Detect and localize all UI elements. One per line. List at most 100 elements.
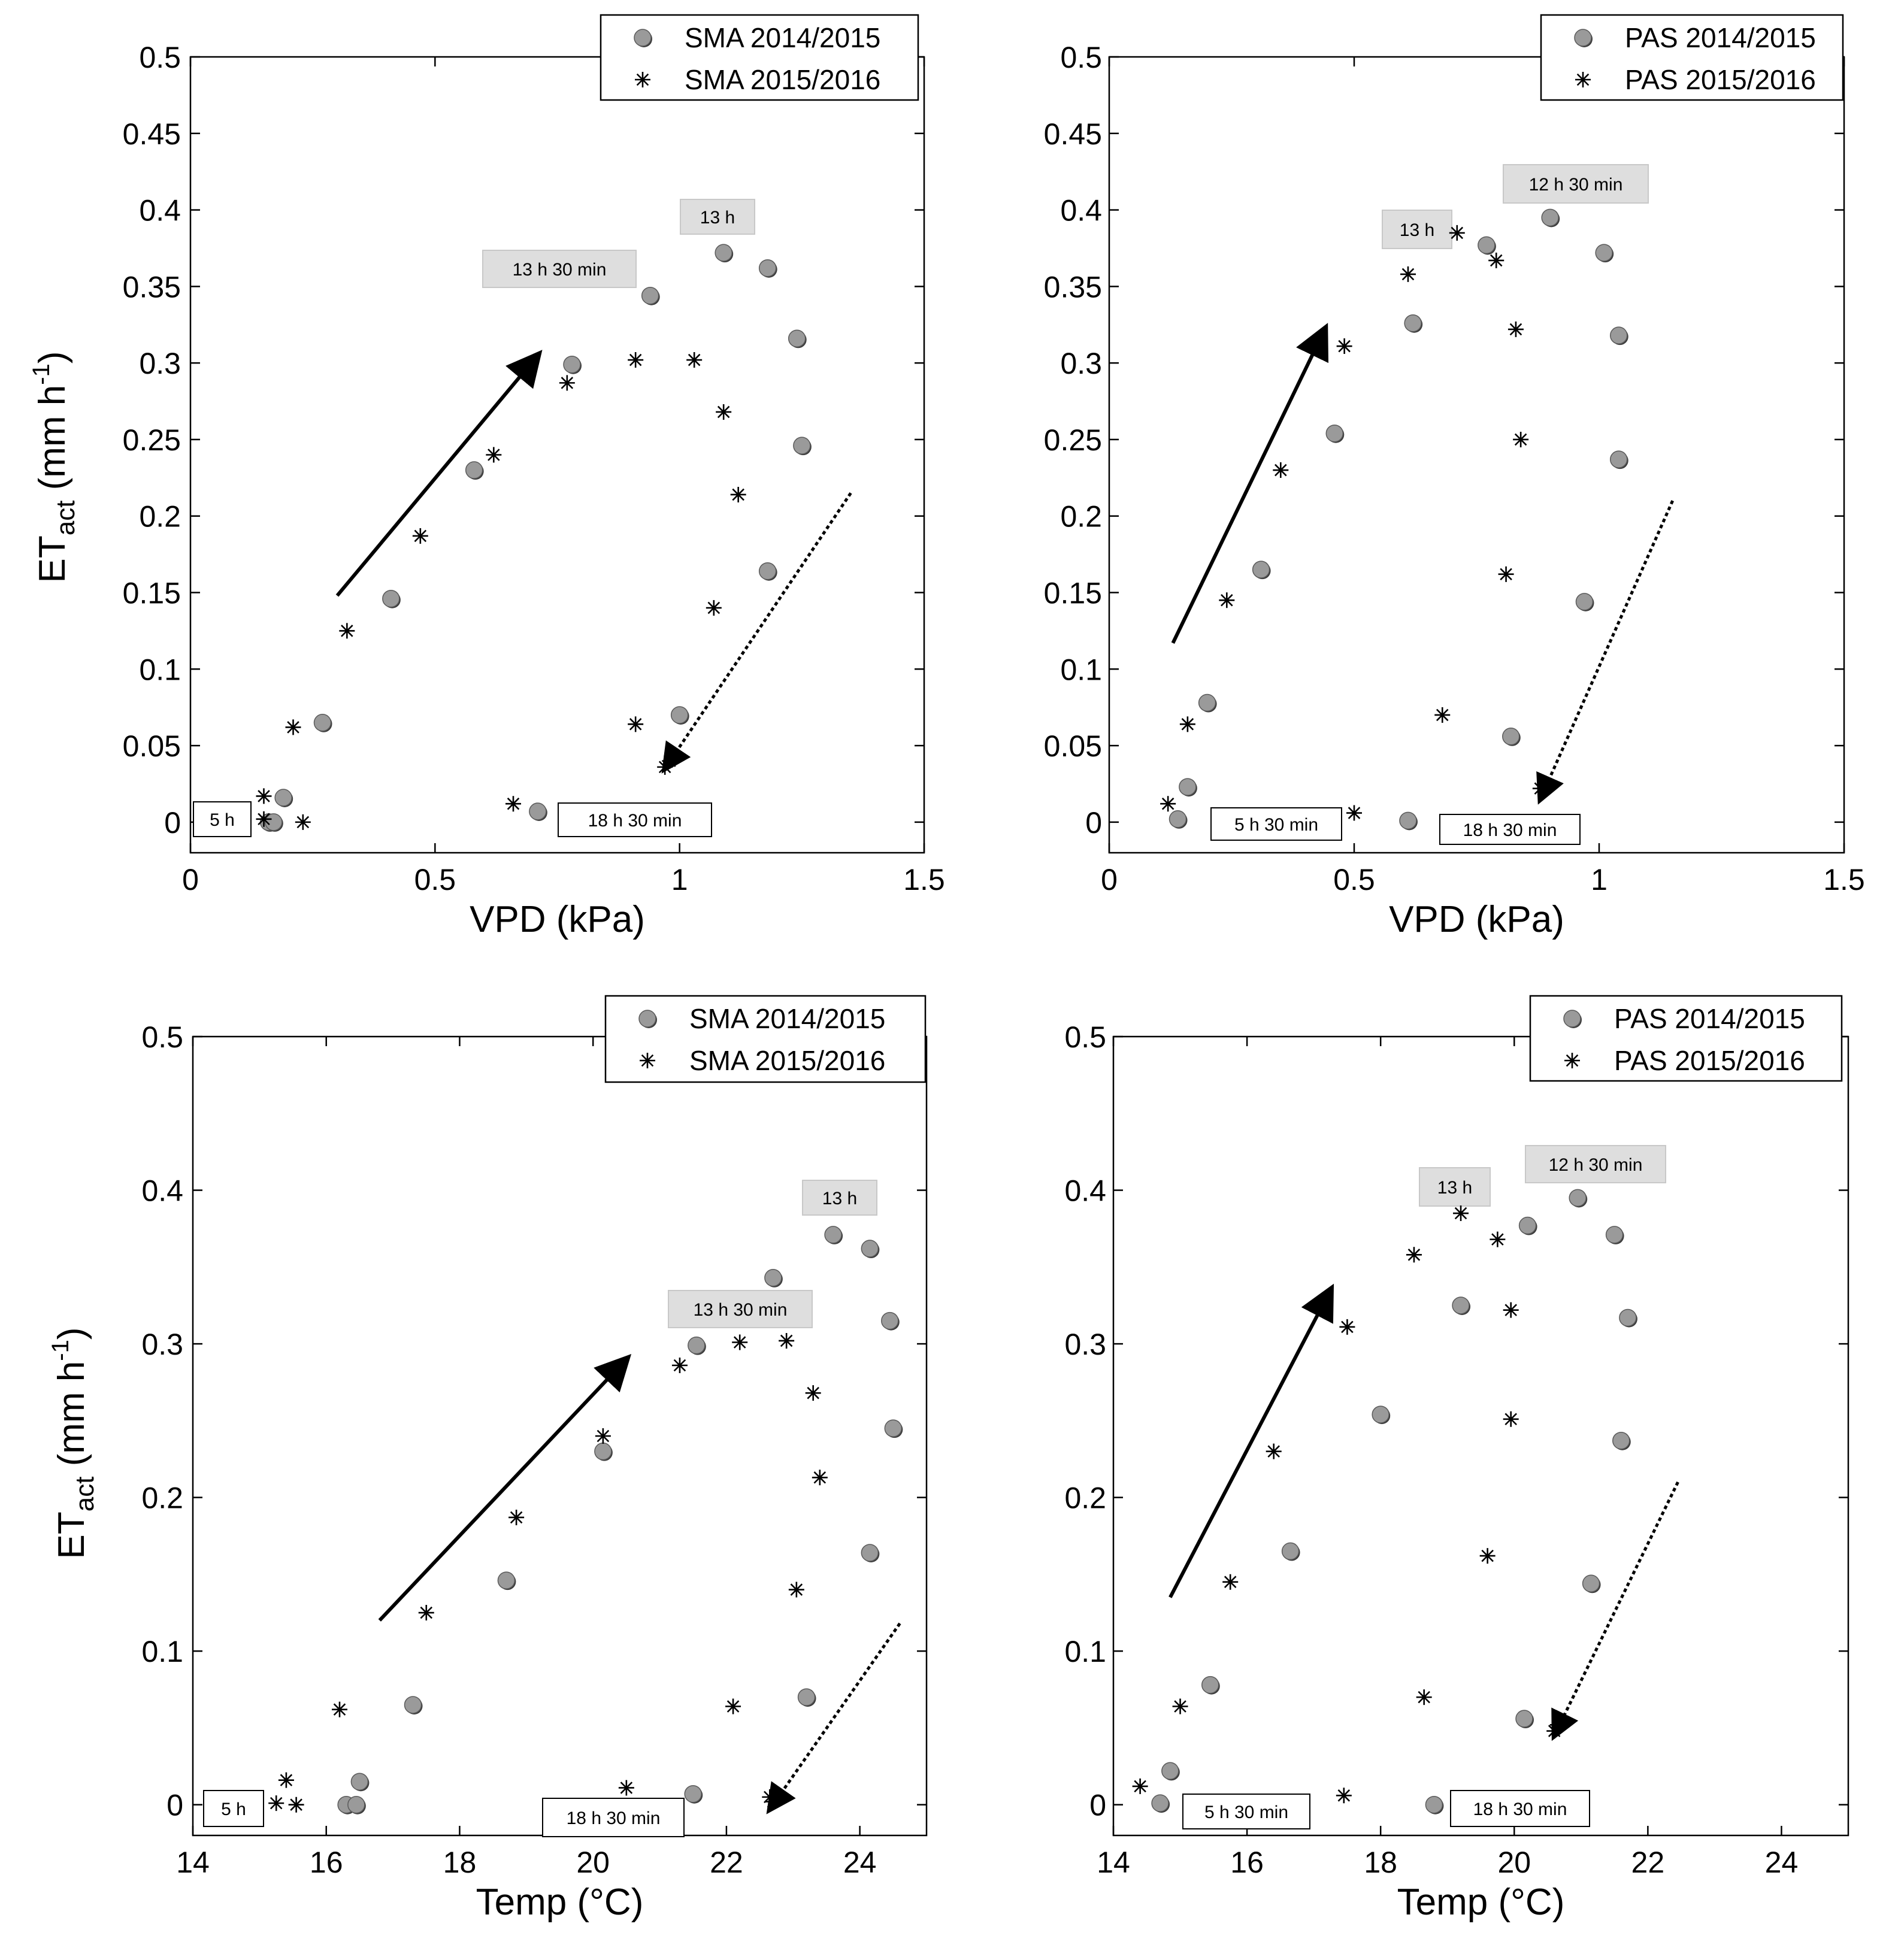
legend: SMA 2014/2015 SMA 2015/2016 (600, 14, 919, 101)
data-point-asterisk (765, 1794, 781, 1810)
data-point-asterisk (618, 1780, 634, 1796)
data-point-circle (1404, 314, 1422, 332)
data-point-circle (793, 437, 811, 455)
y-tick-label: 0.3 (1064, 1328, 1106, 1361)
annotation-label: 18 h 30 min (1463, 820, 1557, 840)
data-point-asterisk (1546, 1723, 1563, 1739)
y-tick-label: 0.5 (1064, 1020, 1106, 1054)
data-point-circle (594, 1442, 612, 1461)
series-asterisk (1160, 225, 1554, 821)
data-point-circle (350, 1773, 369, 1791)
data-point-circle (382, 589, 400, 608)
legend: PAS 2014/2015 PAS 2015/2016 (1529, 995, 1843, 1082)
data-point-asterisk (732, 1334, 748, 1350)
legend-marker-asterisk (640, 1053, 655, 1068)
time-annotation: 18 h 30 min (558, 802, 712, 837)
data-point-circle (758, 562, 777, 580)
data-point-asterisk (1513, 431, 1529, 447)
data-point-circle (1252, 561, 1270, 578)
data-point-circle (465, 461, 483, 479)
data-point-asterisk (1336, 338, 1352, 355)
annotation-label: 13 h (1400, 220, 1434, 240)
data-point-asterisk (716, 404, 732, 420)
data-point-asterisk (1172, 1698, 1188, 1714)
data-point-circle (1198, 693, 1216, 712)
x-tick-label: 1 (671, 863, 688, 896)
y-tick-label: 0.2 (1064, 1482, 1106, 1515)
data-point-asterisk (1273, 462, 1289, 478)
legend-marker-circle (634, 29, 652, 47)
y-tick-label: 0.15 (1044, 577, 1102, 610)
x-axis-label: VPD (kPa) (470, 899, 645, 940)
data-point-asterisk (725, 1698, 741, 1714)
time-annotation: 12 h 30 min (1503, 164, 1649, 204)
data-point-circle (758, 259, 777, 277)
data-point-asterisk (706, 600, 722, 616)
legend-label: PAS 2014/2015 (1625, 22, 1816, 53)
x-tick-label: 1 (1591, 863, 1608, 896)
data-point-circle (1201, 1676, 1219, 1694)
annotation-box (1210, 807, 1342, 841)
annotation-box (1182, 1794, 1310, 1829)
data-point-circle (797, 1688, 816, 1706)
falling-arrow-dotted (661, 492, 852, 774)
annotation-box (482, 250, 637, 288)
data-point-circle (1541, 208, 1559, 227)
series-asterisk (256, 352, 746, 830)
data-point-asterisk (788, 1582, 804, 1598)
y-tick-label: 0.5 (139, 41, 181, 74)
data-point-circle (1161, 1762, 1179, 1780)
x-tick-label: 14 (176, 1846, 210, 1879)
annotation-box (542, 1798, 685, 1837)
plot-area (189, 56, 925, 854)
y-tick-label: 0.25 (1044, 423, 1102, 457)
x-tick-label: 1.5 (1823, 863, 1865, 896)
x-tick-label: 0 (182, 863, 199, 896)
time-annotation: 13 h (1382, 210, 1452, 249)
data-point-asterisk (278, 1772, 294, 1788)
data-point-circle (1575, 593, 1594, 611)
x-tick-label: 16 (1230, 1846, 1264, 1879)
time-annotation: 13 h 30 min (668, 1290, 813, 1328)
y-tick-label: 0 (1089, 1789, 1106, 1822)
data-point-asterisk (339, 623, 355, 639)
annotation-label: 13 h 30 min (694, 1300, 788, 1320)
annotation-label: 13 h (822, 1189, 857, 1208)
legend: SMA 2014/2015 SMA 2015/2016 (604, 995, 927, 1083)
time-annotation: 5 h 30 min (1210, 807, 1342, 841)
legend-box (1540, 14, 1844, 101)
data-point-asterisk (1266, 1443, 1282, 1459)
annotation-label: 5 h 30 min (1234, 815, 1318, 835)
rising-arrow (1171, 323, 1329, 644)
data-point-asterisk (1160, 796, 1176, 812)
annotation-label: 18 h 30 min (1473, 1800, 1567, 1819)
y-tick-label: 0 (167, 1789, 183, 1822)
data-point-circle (1425, 1795, 1443, 1814)
annotation-box (802, 1180, 877, 1216)
data-point-asterisk (256, 788, 272, 804)
panel-sma-vpd: 0 0.05 0.1 0.15 0.2 0.25 0.3 0.35 0.4 0.45 0.5 0 0.5… (123, 14, 945, 940)
y-tick-label: 0.45 (123, 117, 181, 151)
data-point-circle (404, 1696, 422, 1714)
legend-box (604, 995, 927, 1083)
data-point-asterisk (595, 1428, 611, 1444)
annotation-label: 13 h (700, 208, 735, 228)
legend-marker-circle (638, 1010, 656, 1028)
y-tick-label: 0.15 (123, 577, 181, 610)
y-tick-label: 0 (164, 806, 181, 840)
time-annotation: 13 h (1419, 1167, 1491, 1207)
legend: PAS 2014/2015 PAS 2015/2016 (1540, 14, 1844, 101)
annotation-box (1450, 1790, 1590, 1827)
time-annotation: 18 h 30 min (1450, 1790, 1590, 1827)
annotation-box (1503, 164, 1649, 204)
y-tick-label: 0 (1085, 806, 1102, 840)
y-tick-label: 0.1 (141, 1635, 183, 1668)
annotation-label: 5 h (210, 810, 235, 830)
panel-pas-vpd: 0 0.05 0.1 0.15 0.2 0.25 0.3 0.35 0.4 0.45 0.5 0 0.5… (1044, 14, 1865, 940)
legend-label: PAS 2014/2015 (1614, 1003, 1805, 1034)
data-point-circle (764, 1269, 782, 1287)
data-point-asterisk (805, 1385, 821, 1401)
annotation-box (668, 1290, 813, 1328)
data-point-circle (274, 789, 292, 807)
